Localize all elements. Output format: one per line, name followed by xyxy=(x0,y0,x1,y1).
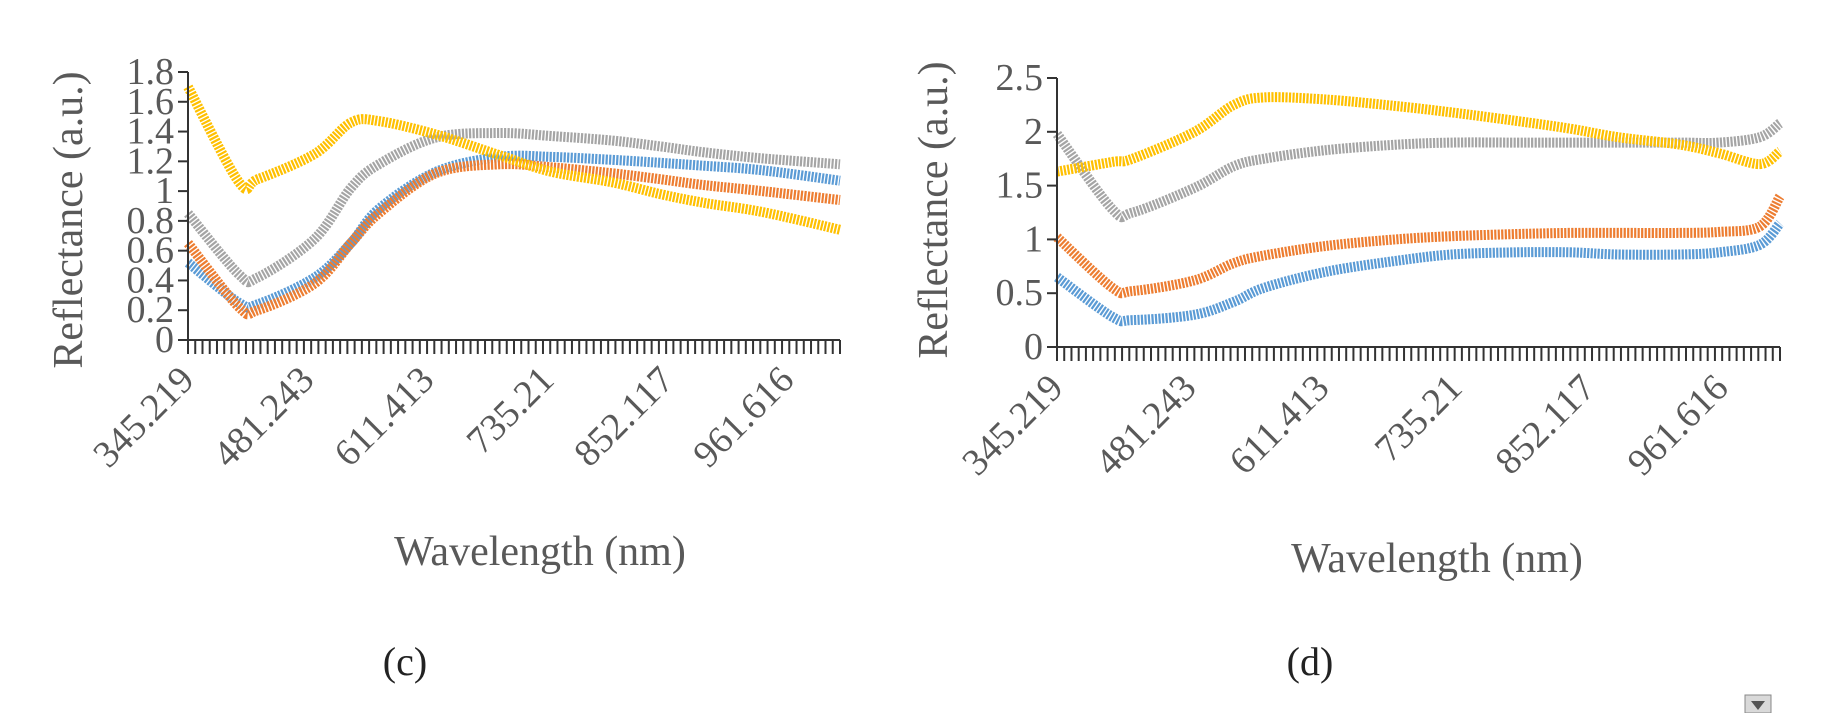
y-tick-label: 1.2 xyxy=(127,140,175,182)
x-tick-label: 481.243 xyxy=(205,359,322,476)
axes-c xyxy=(178,71,841,354)
x-tick-label: 852.117 xyxy=(1487,367,1603,483)
x-tick-label: 852.117 xyxy=(566,359,682,475)
x-tick-label: 961.616 xyxy=(1619,367,1736,484)
x-axis-title-d: Wavelength (nm) xyxy=(1291,536,1583,582)
y-tick-label: 2 xyxy=(1024,111,1043,153)
y-tick-label: 1.4 xyxy=(127,111,175,153)
x-tick-label: 481.243 xyxy=(1087,367,1204,484)
series-line-2 xyxy=(184,159,841,320)
y-tick-label: 0.5 xyxy=(996,272,1044,314)
y-tick-label: 0.8 xyxy=(127,200,175,242)
series-line-4 xyxy=(183,84,842,235)
chart-panel-d: (d) Wavelength (nm) Reflectance (a.u.) 0… xyxy=(911,57,1785,684)
y-tick-label: 0.4 xyxy=(127,259,175,301)
panel-label-c: (c) xyxy=(383,639,427,684)
x-tick-label: 961.616 xyxy=(685,359,802,476)
series-group-d xyxy=(1052,92,1785,327)
y-tick-label: 1 xyxy=(155,170,174,212)
series-line-3 xyxy=(184,127,841,288)
chart-panel-c: (c) Wavelength (nm) Reflectance (a.u.) 0… xyxy=(46,51,842,684)
y-tick-label: 1 xyxy=(1024,218,1043,260)
x-tick-label: 345.219 xyxy=(85,359,202,476)
corner-triangle-icon xyxy=(1751,701,1765,710)
series-group-c xyxy=(183,84,842,320)
series-line-3 xyxy=(1052,119,1784,223)
y-tick-label: 0 xyxy=(155,319,174,361)
x-tick-label: 735.21 xyxy=(1367,367,1471,471)
series-line-1 xyxy=(184,150,841,313)
x-axis-title-c: Wavelength (nm) xyxy=(394,529,686,575)
series-line-2 xyxy=(1053,193,1785,299)
x-tick-label: 345.219 xyxy=(954,367,1071,484)
y-tick-label: 1.8 xyxy=(127,51,175,93)
axes-d xyxy=(1047,77,1781,361)
y-tick-label: 0.6 xyxy=(127,230,175,272)
y-axis-title-c: Reflectance (a.u.) xyxy=(46,71,92,368)
panel-label-d: (d) xyxy=(1287,639,1334,684)
y-tick-label: 1.6 xyxy=(127,81,175,123)
series-line-4 xyxy=(1056,92,1784,177)
y-tick-label: 2.5 xyxy=(996,57,1044,99)
y-axis-title-d: Reflectance (a.u.) xyxy=(911,61,957,358)
x-tick-label: 611.413 xyxy=(326,359,442,475)
x-tick-label: 611.413 xyxy=(1221,367,1337,483)
y-tick-label: 0.2 xyxy=(127,289,175,331)
series-line-1 xyxy=(1054,219,1784,327)
y-tick-label: 0 xyxy=(1024,326,1043,368)
y-tick-label: 1.5 xyxy=(996,165,1044,207)
x-tick-label: 735.21 xyxy=(459,359,563,463)
